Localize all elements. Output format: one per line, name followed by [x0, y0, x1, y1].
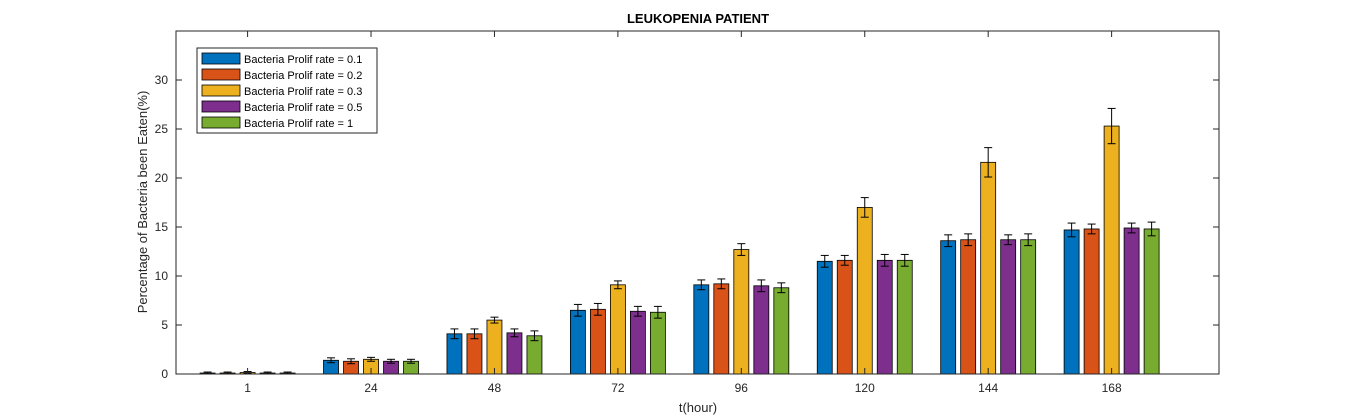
y-tick-label-0: 0: [161, 367, 168, 381]
y-tick-label-5: 5: [161, 318, 168, 332]
bar-120-series-1: [816, 260, 833, 375]
legend: Bacteria Prolif rate = 0.1 Bacteria Proli…: [196, 47, 378, 134]
y-tick-label-10: 10: [155, 269, 169, 283]
legend-swatch-series-5: [201, 116, 241, 129]
legend-swatch-series-1: [201, 52, 241, 65]
bar-168-series-1: [1063, 229, 1080, 375]
legend-label-series-2: Bacteria Prolif rate = 0.2: [244, 70, 362, 82]
y-tick-label-20: 20: [155, 171, 169, 185]
bar-168-series-2: [1083, 228, 1100, 375]
bar-48-series-1: [446, 333, 463, 375]
bar-168-series-3: [1103, 125, 1120, 375]
bar-144-series-2: [960, 239, 977, 375]
bar-120-series-4: [876, 259, 893, 375]
bar-144-series-1: [940, 240, 957, 375]
x-tick-label-96: 96: [735, 381, 749, 395]
y-axis-label: Percentage of Bacteria been Eaten(%): [135, 91, 150, 314]
bar-144-series-5: [1020, 239, 1037, 375]
legend-swatch-series-4: [201, 100, 241, 113]
legend-label-series-3: Bacteria Prolif rate = 0.3: [244, 86, 362, 98]
x-tick-label-24: 24: [364, 381, 378, 395]
bar-168-series-4: [1123, 227, 1140, 375]
y-tick-label-15: 15: [155, 220, 169, 234]
y-tick-label-30: 30: [155, 73, 169, 87]
x-axis: 1 24 48 72 96 120 144 168: [244, 31, 1122, 395]
bar-72-series-3: [609, 284, 626, 375]
x-tick-label-1: 1: [244, 381, 251, 395]
bar-144-series-4: [1000, 239, 1017, 375]
bar-96-series-2: [713, 283, 730, 375]
chart-title: LEUKOPENIA PATIENT: [627, 11, 769, 26]
bar-144-series-3: [980, 161, 997, 375]
legend-swatch-series-2: [201, 68, 241, 81]
x-tick-label-120: 120: [855, 381, 875, 395]
bar-120-series-2: [836, 259, 853, 375]
bar-168-series-5: [1143, 228, 1160, 375]
x-tick-label-168: 168: [1102, 381, 1122, 395]
bar-48-series-5: [526, 335, 543, 375]
bar-96-series-4: [753, 285, 770, 375]
x-tick-label-48: 48: [488, 381, 502, 395]
bar-120-series-3: [856, 206, 873, 375]
x-tick-label-144: 144: [978, 381, 998, 395]
legend-label-series-5: Bacteria Prolif rate = 1: [244, 118, 353, 130]
bar-96-series-1: [693, 284, 710, 375]
bar-96-series-5: [773, 287, 790, 375]
legend-label-series-1: Bacteria Prolif rate = 0.1: [244, 54, 362, 66]
legend-label-series-4: Bacteria Prolif rate = 0.5: [244, 102, 362, 114]
bar-96-series-3: [733, 249, 750, 375]
bar-72-series-2: [589, 308, 606, 375]
y-tick-label-25: 25: [155, 122, 169, 136]
x-axis-label: t(hour): [679, 400, 717, 415]
bars-layer: [199, 125, 1160, 375]
y-axis: 0 5 10 15 20 25 30: [155, 73, 1219, 381]
bar-72-series-5: [649, 311, 666, 375]
bar-72-series-1: [569, 309, 586, 375]
bar-48-series-2: [466, 333, 483, 375]
bar-120-series-5: [896, 259, 913, 375]
legend-swatch-series-3: [201, 84, 241, 97]
plot-border: [175, 30, 1220, 375]
bar-48-series-3: [486, 319, 503, 375]
bar-48-series-4: [506, 332, 523, 375]
bar-72-series-4: [629, 310, 646, 375]
x-tick-label-72: 72: [611, 381, 625, 395]
